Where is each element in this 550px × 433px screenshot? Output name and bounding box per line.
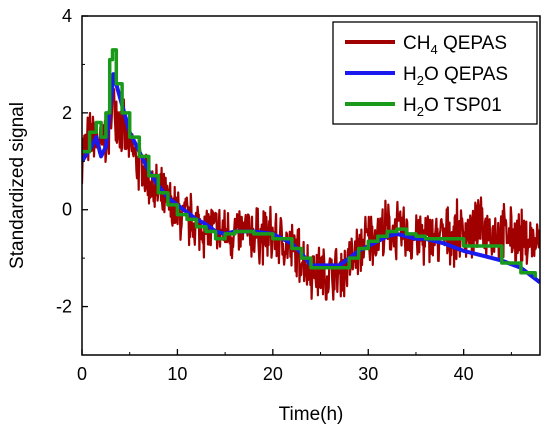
y-axis-label: Standardized signal [7, 102, 28, 269]
x-tick-label: 10 [167, 364, 187, 384]
x-tick-label: 30 [358, 364, 378, 384]
y-tick-label: 4 [62, 6, 72, 26]
legend-label: H2O QEPAS [403, 64, 508, 88]
series-layer [82, 48, 540, 301]
y-tick-label: 0 [62, 200, 72, 220]
legend-label: H2O TSP01 [403, 95, 502, 119]
legend: CH4 QEPAS H2O QEPAS H2O TSP01 [332, 21, 538, 125]
y-tick-label: -2 [56, 297, 72, 317]
y-tick-label: 2 [62, 103, 72, 123]
x-tick-label: 0 [77, 364, 87, 384]
series-line-h2o-tsp01 [82, 48, 537, 278]
x-tick-label: 20 [263, 364, 283, 384]
x-axis-label: Time(h) [279, 404, 344, 425]
x-tick-label: 40 [454, 364, 474, 384]
legend-label: CH4 QEPAS [403, 33, 507, 57]
plot-frame [81, 15, 541, 356]
